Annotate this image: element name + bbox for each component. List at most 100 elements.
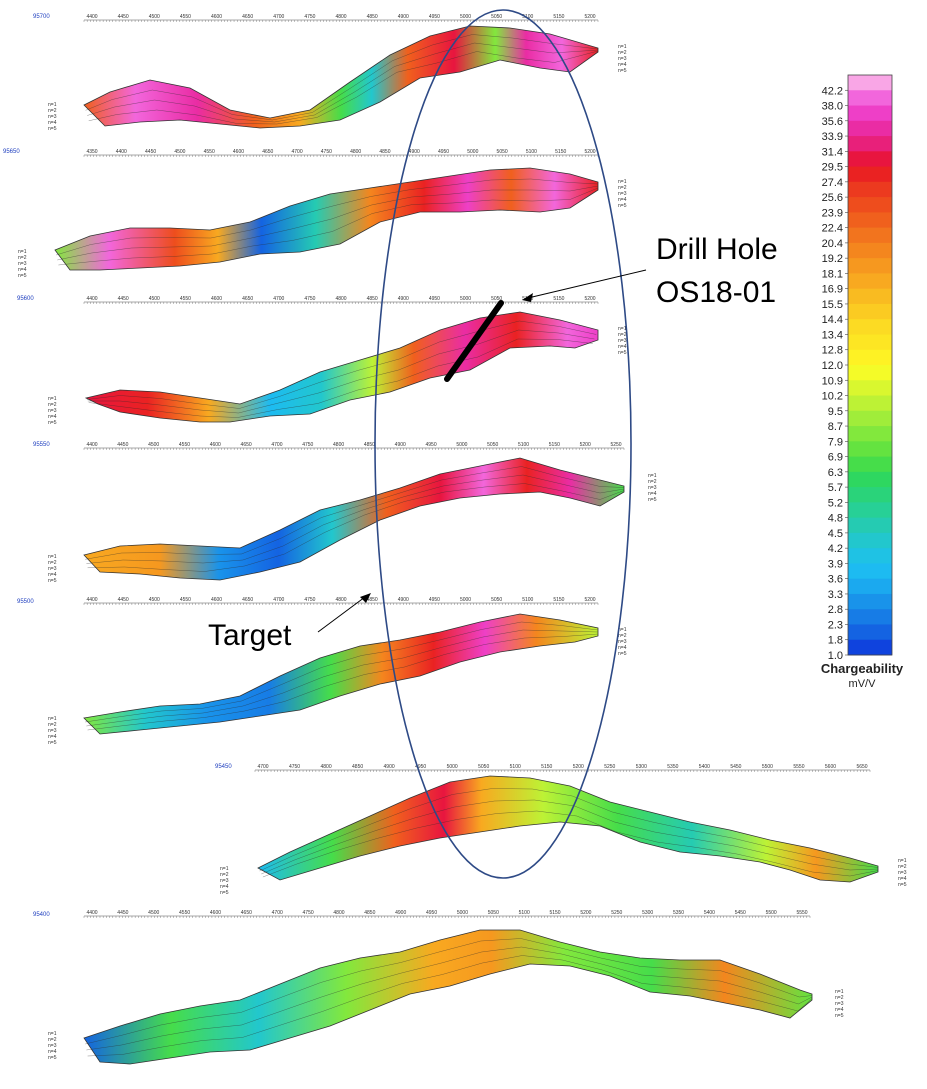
legend-swatch (848, 181, 892, 198)
chargeability-band (83, 457, 625, 581)
station-tick-label: 4450 (118, 597, 129, 603)
n-level-label-right: n=1 (898, 858, 907, 864)
n-level-label-right: n=3 (898, 870, 907, 876)
station-tick-label: 4500 (174, 149, 185, 155)
contour-line (87, 633, 599, 731)
legend-swatch (848, 517, 892, 534)
legend-swatch (848, 273, 892, 290)
n-level-label-left: n=2 (48, 722, 57, 728)
pseudosection: 95650 4350 4400 4450 4500 4550 4600 4650 4700 475… (3, 149, 627, 279)
contour-line (262, 810, 879, 878)
n-level-label-left: n=1 (48, 102, 57, 108)
station-tick-label: 4500 (149, 14, 160, 20)
legend-swatch (848, 288, 892, 305)
station-tick-label: 4800 (335, 296, 346, 302)
legend-swatch (848, 212, 892, 229)
station-tick-label: 4350 (86, 149, 97, 155)
n-level-label-left: n=1 (18, 249, 27, 255)
station-tick-label: 4650 (241, 442, 252, 448)
n-level-label-right: n=1 (648, 473, 657, 479)
station-tick-label: 5250 (611, 910, 622, 916)
pseudosection: 95700 4400 4450 4500 4550 4600 4650 4700 4750 480… (33, 14, 627, 132)
station-tick-label: 4700 (271, 442, 282, 448)
station-tick-label: 5200 (580, 910, 591, 916)
legend-swatch (848, 380, 892, 396)
n-level-label-right: n=4 (898, 876, 907, 882)
station-tick-label: 4700 (272, 910, 283, 916)
n-level-label-left: n=4 (220, 884, 229, 890)
pseudosection: 95500 4400 4450 4500 4550 4600 4650 4700 4750 480… (17, 597, 627, 746)
pseudosection: 95550 4400 4450 4500 4550 4600 4650 4700 4750 480… (33, 442, 657, 584)
station-tick-label: 4600 (233, 149, 244, 155)
legend-swatch (848, 197, 892, 213)
chargeability-band (257, 775, 879, 883)
legend-swatch (848, 242, 892, 259)
station-tick-label: 4400 (86, 597, 97, 603)
station-tick-label: 4800 (335, 14, 346, 20)
legend-value-label: 14.4 (822, 314, 843, 326)
legend-value-label: 25.6 (822, 192, 843, 204)
station-tick-label: 4800 (335, 597, 346, 603)
legend-swatch (848, 502, 892, 519)
section-line-label: 95550 (33, 442, 50, 448)
target-label: Target (208, 619, 292, 652)
station-tick-label: 5200 (584, 14, 595, 20)
station-tick-label: 5100 (519, 910, 530, 916)
station-tick-label: 5250 (604, 764, 615, 770)
legend-value-label: 10.2 (822, 391, 843, 403)
legend-swatch (848, 334, 892, 351)
drill-hole-label-line2: OS18-01 (656, 276, 776, 309)
legend-value-label: 4.2 (828, 543, 843, 555)
n-level-label-right: n=2 (648, 479, 657, 485)
n-level-label-right: n=1 (618, 179, 627, 185)
legend-swatch (848, 395, 892, 412)
station-tick-label: 4900 (398, 597, 409, 603)
target-arrowhead (360, 593, 371, 603)
station-tick-label: 4400 (116, 149, 127, 155)
n-level-label-left: n=5 (48, 126, 57, 132)
n-level-label-left: n=5 (48, 578, 57, 584)
n-level-label-right: n=4 (618, 645, 627, 651)
station-tick-label: 4750 (321, 149, 332, 155)
station-tick-label: 4950 (429, 597, 440, 603)
legend-unit: mV/V (849, 678, 877, 690)
station-tick-label: 4400 (86, 910, 97, 916)
n-level-label-left: n=2 (48, 402, 57, 408)
station-tick-label: 4800 (320, 764, 331, 770)
station-tick-label: 4950 (415, 764, 426, 770)
legend-swatch (848, 441, 892, 457)
n-level-label-right: n=3 (835, 1001, 844, 1007)
n-level-label-right: n=4 (618, 62, 627, 68)
n-level-label-right: n=3 (618, 56, 627, 62)
station-tick-label: 5050 (478, 764, 489, 770)
legend-value-label: 15.5 (822, 299, 843, 311)
n-level-label-right: n=2 (898, 864, 907, 870)
station-tick-label: 5000 (456, 442, 467, 448)
station-tick-label: 5000 (460, 14, 471, 20)
legend-swatch (848, 426, 892, 442)
contour-line (56, 178, 599, 256)
legend-value-label: 23.9 (822, 207, 843, 219)
station-tick-label: 4550 (204, 149, 215, 155)
station-tick-label: 5350 (673, 910, 684, 916)
n-level-label-right: n=5 (618, 651, 627, 657)
contour-line (259, 788, 879, 872)
station-tick-label: 5250 (610, 442, 621, 448)
legend-title: Chargeability (821, 661, 904, 676)
station-tick-label: 5300 (642, 910, 653, 916)
legend-value-label: 6.3 (828, 467, 843, 479)
station-tick-label: 4850 (352, 764, 363, 770)
contour-line (88, 50, 599, 125)
station-tick-label: 4700 (257, 764, 268, 770)
n-level-label-right: n=5 (835, 1013, 844, 1019)
section-line-label: 95400 (33, 912, 50, 918)
station-tick-label: 5000 (460, 296, 471, 302)
drill-hole-arrow (527, 269, 647, 299)
chargeability-band (54, 167, 599, 271)
station-tick-label: 4600 (210, 910, 221, 916)
station-tick-label: 5000 (460, 597, 471, 603)
n-level-label-left: n=1 (220, 866, 229, 872)
station-tick-label: 5150 (555, 149, 566, 155)
station-tick-label: 5100 (522, 14, 533, 20)
legend-swatch (848, 548, 892, 564)
